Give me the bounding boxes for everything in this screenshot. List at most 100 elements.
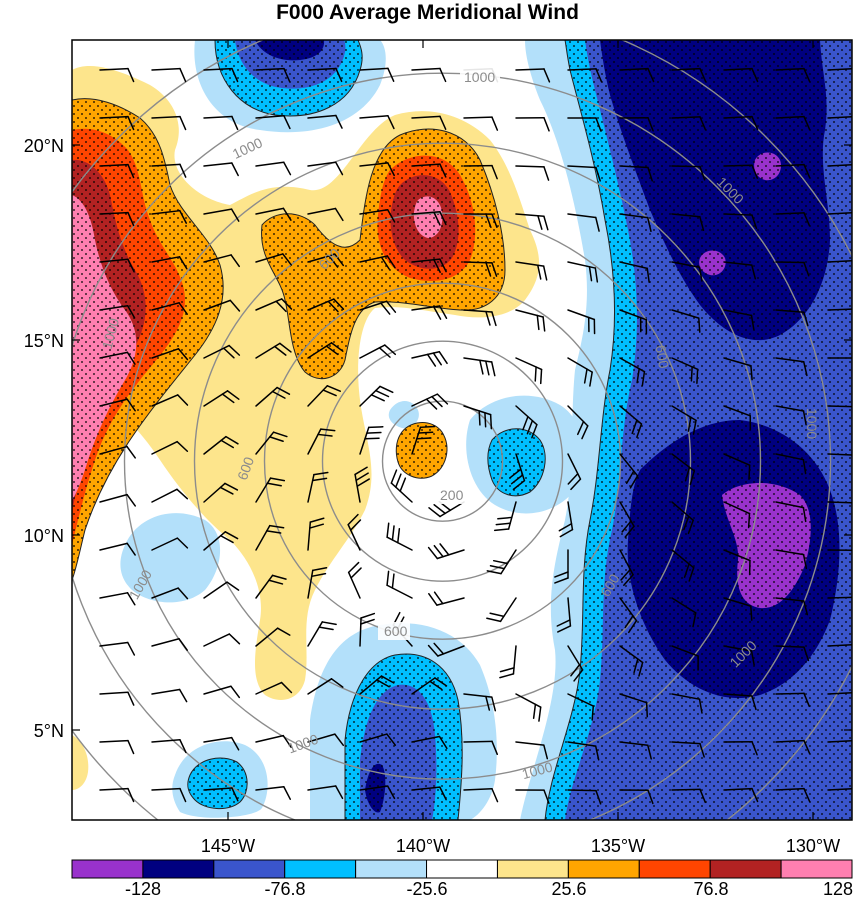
wind-barb-shaft — [463, 357, 493, 363]
wind-barb-feather — [390, 469, 398, 484]
wind-barb-feather — [335, 67, 343, 83]
wind-barb-feather — [559, 528, 574, 538]
wind-barb-feather — [499, 667, 515, 673]
wind-barb-feather — [748, 464, 751, 480]
contour-line — [487, 428, 546, 497]
wind-barb-shaft — [151, 256, 181, 263]
wind-barb-feather — [595, 68, 603, 83]
wind-barb-feather — [803, 692, 811, 708]
wind-barb-shaft — [827, 405, 852, 408]
wind-barb-feather — [222, 347, 235, 359]
wind-barb-feather — [751, 67, 759, 83]
stipple-region — [396, 422, 447, 479]
wind-barb-feather — [279, 342, 292, 353]
wind-barb-shaft — [307, 114, 337, 119]
wind-barb-feather — [439, 163, 447, 178]
wind-barb-feather — [127, 67, 135, 83]
wind-barb-feather — [531, 423, 538, 439]
wind-barb-feather — [803, 261, 810, 277]
colorbar-swatch — [638, 859, 711, 879]
colorbar-label: 76.8 — [693, 879, 728, 899]
wind-barb-feather — [334, 161, 344, 176]
wind-barb-feather — [439, 211, 447, 226]
wind-barb-shaft — [671, 597, 697, 614]
wind-barb-shaft — [827, 501, 852, 504]
wind-barb-feather — [127, 211, 135, 227]
wind-barb-feather — [489, 565, 505, 570]
wind-barb-feather — [229, 299, 241, 312]
wind-barb-feather — [620, 568, 632, 581]
wind-barb-feather — [532, 703, 537, 719]
wind-barb-shaft — [203, 633, 231, 647]
wind-barb-feather — [542, 265, 548, 281]
ring-label-600: 600 — [652, 344, 672, 370]
wind-barb-feather — [322, 389, 337, 397]
wind-barb-shaft — [411, 258, 441, 263]
wind-barb-shaft — [359, 67, 389, 71]
contour-fill — [72, 735, 89, 790]
wind-barb-feather — [588, 266, 593, 282]
wind-barb-feather — [439, 115, 447, 130]
wind-barb-shaft — [619, 165, 649, 169]
wind-barb-feather — [699, 165, 706, 181]
wind-barb-shaft — [307, 521, 312, 551]
wind-barb-feather — [489, 612, 505, 618]
wind-barb-shaft — [671, 357, 699, 371]
wind-barb-feather — [436, 393, 449, 405]
range-ring — [263, 282, 622, 640]
colorbar-label: -128 — [125, 879, 161, 899]
wind-barb-shaft — [359, 162, 389, 167]
wind-barb-feather — [228, 633, 241, 645]
wind-barb-shaft — [515, 213, 545, 217]
wind-barb-shaft — [307, 207, 337, 215]
wind-barb-shaft — [255, 681, 283, 695]
wind-barb-shaft — [359, 675, 383, 695]
lat-label-20n: 20°N — [24, 136, 64, 156]
wind-barb-feather — [491, 788, 499, 803]
wind-barb-feather — [699, 788, 707, 804]
stipple-region — [187, 758, 248, 809]
wind-barb-shaft — [390, 482, 413, 503]
wind-barb-shaft — [567, 261, 597, 269]
stipple-region — [261, 128, 505, 379]
wind-barb-feather — [271, 574, 287, 580]
wind-barb-feather — [439, 543, 450, 556]
wind-barb-feather — [750, 650, 755, 666]
wind-barb-feather — [385, 300, 397, 313]
wind-barb-feather — [594, 267, 599, 283]
wind-barb-feather — [433, 211, 441, 226]
wind-barb-shaft — [671, 261, 701, 268]
wind-barb-feather — [751, 264, 757, 280]
wind-barb-shaft — [775, 357, 805, 363]
lon-label-140w: 140°W — [396, 836, 450, 856]
wind-barb-feather — [416, 437, 432, 440]
stipple-overlay — [72, 40, 852, 820]
colorbar-swatch — [142, 859, 215, 879]
wind-barb-feather — [325, 345, 339, 356]
wind-barb-feather — [491, 311, 497, 327]
wind-barb-feather — [534, 366, 537, 382]
wind-barb-feather — [127, 258, 135, 273]
wind-barb-shaft — [203, 344, 230, 359]
wind-barb-shaft — [723, 309, 753, 317]
wind-barb-feather — [330, 342, 344, 352]
wind-barb-shaft — [463, 788, 493, 791]
wind-barb-feather — [750, 605, 753, 621]
wind-barb-shaft — [255, 115, 285, 119]
wind-barb-feather — [220, 439, 235, 449]
wind-barb-shaft — [255, 161, 285, 167]
wind-barb-feather — [510, 474, 524, 485]
wind-barb-feather — [698, 317, 701, 333]
wind-barb-shaft — [775, 597, 805, 602]
wind-barb-feather — [687, 416, 692, 432]
wind-barb-feather — [625, 470, 635, 484]
wind-barb-feather — [127, 115, 135, 131]
wind-barb-shaft — [359, 300, 388, 311]
wind-barb-shaft — [99, 641, 129, 647]
wind-barb-shaft — [775, 309, 805, 313]
wind-barb-feather — [699, 216, 705, 232]
wind-barb-feather — [380, 675, 395, 684]
wind-barb-feather — [228, 344, 241, 356]
wind-barb-feather — [438, 305, 448, 319]
wind-barb-feather — [225, 435, 239, 445]
